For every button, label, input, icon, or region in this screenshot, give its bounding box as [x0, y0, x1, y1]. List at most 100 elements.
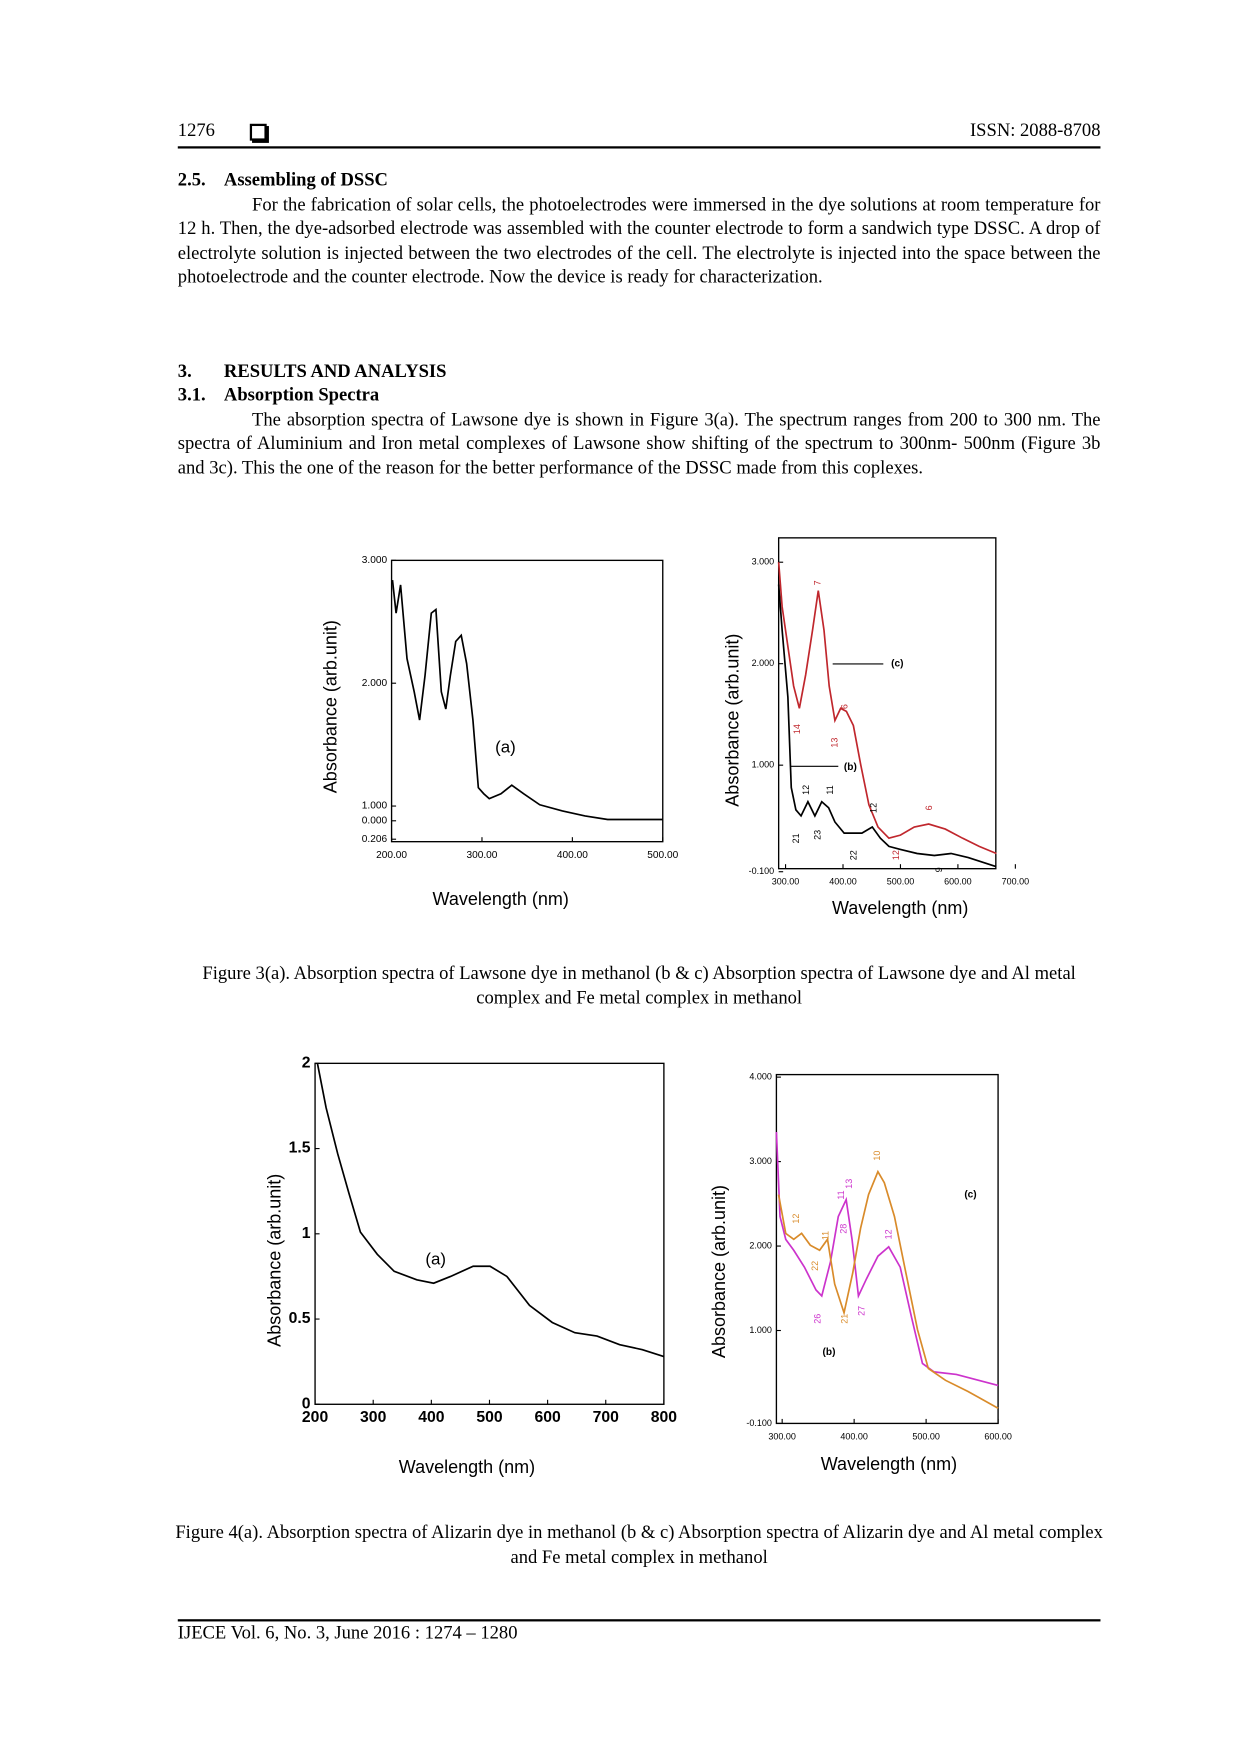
series-label: (a): [495, 738, 516, 757]
spectrum-line: [775, 1131, 999, 1387]
peak-label: 12: [883, 1229, 893, 1239]
y-tick-label: -0.100: [749, 866, 775, 876]
peak-label: 12: [869, 803, 879, 813]
y-tick-label: 0.5: [289, 1310, 311, 1327]
x-tick-label: 600: [534, 1409, 561, 1426]
section-title: RESULTS AND ANALYSIS: [223, 360, 447, 382]
series-label: (a): [425, 1250, 446, 1269]
y-tick-label: 4.000: [749, 1072, 772, 1082]
footer-rule: [177, 1619, 1101, 1622]
peak-label: 13: [844, 1179, 854, 1189]
x-tick-label: 500.00: [647, 850, 678, 861]
y-tick-label: 0: [302, 1395, 311, 1412]
paragraph: The absorption spectra of Lawsone dye is…: [177, 408, 1101, 479]
peak-label: 6: [839, 704, 849, 709]
x-tick-label: 300: [360, 1409, 387, 1426]
paragraph: For the fabrication of solar cells, the …: [177, 193, 1101, 288]
peak-label: 21: [791, 833, 801, 843]
x-tick-label: 400.00: [840, 1431, 868, 1441]
x-axis-label: Wavelength (nm): [399, 1457, 535, 1477]
x-tick-label: 400.00: [829, 877, 857, 887]
x-tick-label: 800: [651, 1409, 678, 1426]
y-tick-label: 2: [302, 1054, 311, 1071]
plot-frame: [390, 559, 664, 843]
plot-frame: [314, 1062, 665, 1405]
x-tick-label: 600.00: [944, 877, 972, 887]
figure-caption: Figure 3(a). Absorption spectra of Lawso…: [202, 962, 1076, 1009]
x-tick-label: 400.00: [557, 850, 588, 861]
y-tick-label: -0.100: [746, 1418, 772, 1428]
peak-label: 27: [856, 1306, 866, 1316]
section-title: Assembling of DSSC: [223, 168, 388, 191]
y-tick-label: 3.000: [362, 555, 388, 566]
x-axis-label: Wavelength (nm): [832, 898, 968, 918]
y-tick-label: 0.206: [362, 834, 388, 845]
figure-caption: Figure 4(a). Absorption spectra of Aliza…: [175, 1521, 1103, 1568]
y-tick-label: 3.000: [749, 1156, 772, 1166]
x-tick-label: 200.00: [376, 850, 407, 861]
y-tick-label: 1.000: [362, 801, 388, 812]
header-rule: [177, 146, 1101, 149]
peak-label: 13: [829, 738, 839, 748]
peak-label: 26: [812, 1314, 822, 1324]
x-axis-label: Wavelength (nm): [821, 1454, 957, 1474]
peak-label: 10: [872, 1151, 882, 1161]
section-number: 3.: [177, 360, 192, 382]
section-number: 2.5.: [177, 168, 206, 191]
section-number: 3.1.: [177, 383, 206, 406]
series-label: (b): [844, 762, 857, 773]
footer: IJECE Vol. 6, No. 3, June 2016 : 1274 – …: [177, 1621, 518, 1643]
plot-frame: [777, 537, 997, 870]
peak-label: 22: [848, 850, 858, 860]
x-tick-label: 700.00: [1002, 877, 1030, 887]
y-tick-label: 2.000: [362, 678, 388, 689]
series-label: (b): [823, 1347, 836, 1358]
section-title: Absorption Spectra: [223, 383, 380, 406]
peak-label: 22: [810, 1261, 820, 1271]
peak-label: 23: [812, 830, 822, 840]
peak-label: 28: [838, 1224, 848, 1234]
x-axis-label: Wavelength (nm): [433, 889, 569, 909]
y-axis-label: Absorbance (arb.unit): [321, 620, 341, 793]
peak-label: 7: [812, 580, 822, 585]
x-tick-label: 400: [418, 1409, 445, 1426]
issn: ISSN: 2088-8708: [969, 119, 1101, 141]
page-number: 1276: [177, 119, 215, 141]
y-tick-label: 1.000: [749, 1325, 772, 1335]
x-tick-label: 500.00: [887, 877, 915, 887]
x-tick-label: 600.00: [984, 1431, 1012, 1441]
y-tick-label: 1.000: [752, 760, 775, 770]
y-tick-label: 2.000: [749, 1240, 772, 1250]
peak-label: 11: [836, 1190, 846, 1199]
y-tick-label: 2.000: [752, 658, 775, 668]
x-tick-label: 500.00: [912, 1431, 940, 1441]
y-tick-label: 1: [302, 1225, 311, 1242]
x-tick-label: 500: [476, 1409, 503, 1426]
spectrum-line: [777, 584, 997, 868]
plot-frame: [775, 1073, 999, 1425]
series-label: (c): [964, 1190, 976, 1201]
x-tick-label: 300.00: [772, 877, 800, 887]
peak-label: 12: [801, 785, 811, 795]
box-icon: [249, 123, 267, 141]
x-tick-label: 700: [593, 1409, 620, 1426]
peak-label: 9: [934, 867, 944, 872]
spectrum-line: [777, 562, 997, 855]
peak-label: 14: [792, 724, 802, 734]
y-axis-label: Absorbance (arb.unit): [709, 1185, 729, 1358]
peak-label: 6: [924, 805, 934, 810]
y-axis-label: Absorbance (arb.unit): [264, 1174, 284, 1347]
x-tick-label: 200: [302, 1409, 329, 1426]
spectrum-line: [316, 1063, 665, 1358]
y-tick-label: 3.000: [752, 557, 775, 567]
y-tick-label: 0.000: [362, 815, 388, 826]
y-axis-label: Absorbance (arb.unit): [722, 634, 742, 807]
x-tick-label: 300.00: [768, 1431, 796, 1441]
peak-label: 12: [891, 850, 901, 860]
peak-label: 11: [820, 1231, 830, 1240]
peak-label: 21: [839, 1314, 849, 1324]
spectrum-line: [391, 579, 663, 821]
series-label: (c): [891, 659, 903, 670]
